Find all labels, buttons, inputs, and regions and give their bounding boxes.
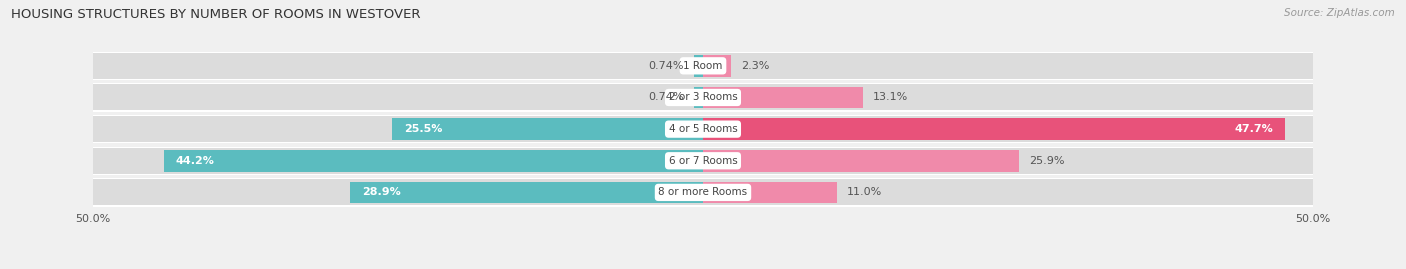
Bar [703, 150, 1019, 172]
Text: 4 or 5 Rooms: 4 or 5 Rooms [669, 124, 737, 134]
Bar [695, 55, 703, 77]
Bar [93, 84, 1313, 111]
Bar [93, 148, 1313, 174]
Bar [93, 147, 1313, 175]
Bar [392, 118, 703, 140]
Bar [695, 87, 703, 108]
Bar [93, 116, 1313, 142]
Text: 0.74%: 0.74% [648, 93, 685, 102]
Bar [93, 53, 1313, 79]
Text: 28.9%: 28.9% [363, 187, 401, 197]
Bar [703, 118, 1285, 140]
Text: Source: ZipAtlas.com: Source: ZipAtlas.com [1284, 8, 1395, 18]
Text: 13.1%: 13.1% [873, 93, 908, 102]
Text: 8 or more Rooms: 8 or more Rooms [658, 187, 748, 197]
Text: 2.3%: 2.3% [741, 61, 769, 71]
Text: 0.74%: 0.74% [648, 61, 685, 71]
Bar [93, 52, 1313, 80]
Bar [703, 87, 863, 108]
Text: 2 or 3 Rooms: 2 or 3 Rooms [669, 93, 737, 102]
Bar [703, 182, 837, 203]
Text: 6 or 7 Rooms: 6 or 7 Rooms [669, 156, 737, 166]
Text: 47.7%: 47.7% [1234, 124, 1272, 134]
Text: 25.5%: 25.5% [404, 124, 443, 134]
Text: 44.2%: 44.2% [176, 156, 215, 166]
Text: 25.9%: 25.9% [1029, 156, 1064, 166]
Bar [93, 179, 1313, 206]
Text: 1 Room: 1 Room [683, 61, 723, 71]
Text: HOUSING STRUCTURES BY NUMBER OF ROOMS IN WESTOVER: HOUSING STRUCTURES BY NUMBER OF ROOMS IN… [11, 8, 420, 21]
Bar [703, 55, 731, 77]
Bar [93, 83, 1313, 112]
Bar [93, 178, 1313, 207]
Bar [93, 115, 1313, 143]
Bar [163, 150, 703, 172]
Bar [350, 182, 703, 203]
Text: 11.0%: 11.0% [846, 187, 882, 197]
